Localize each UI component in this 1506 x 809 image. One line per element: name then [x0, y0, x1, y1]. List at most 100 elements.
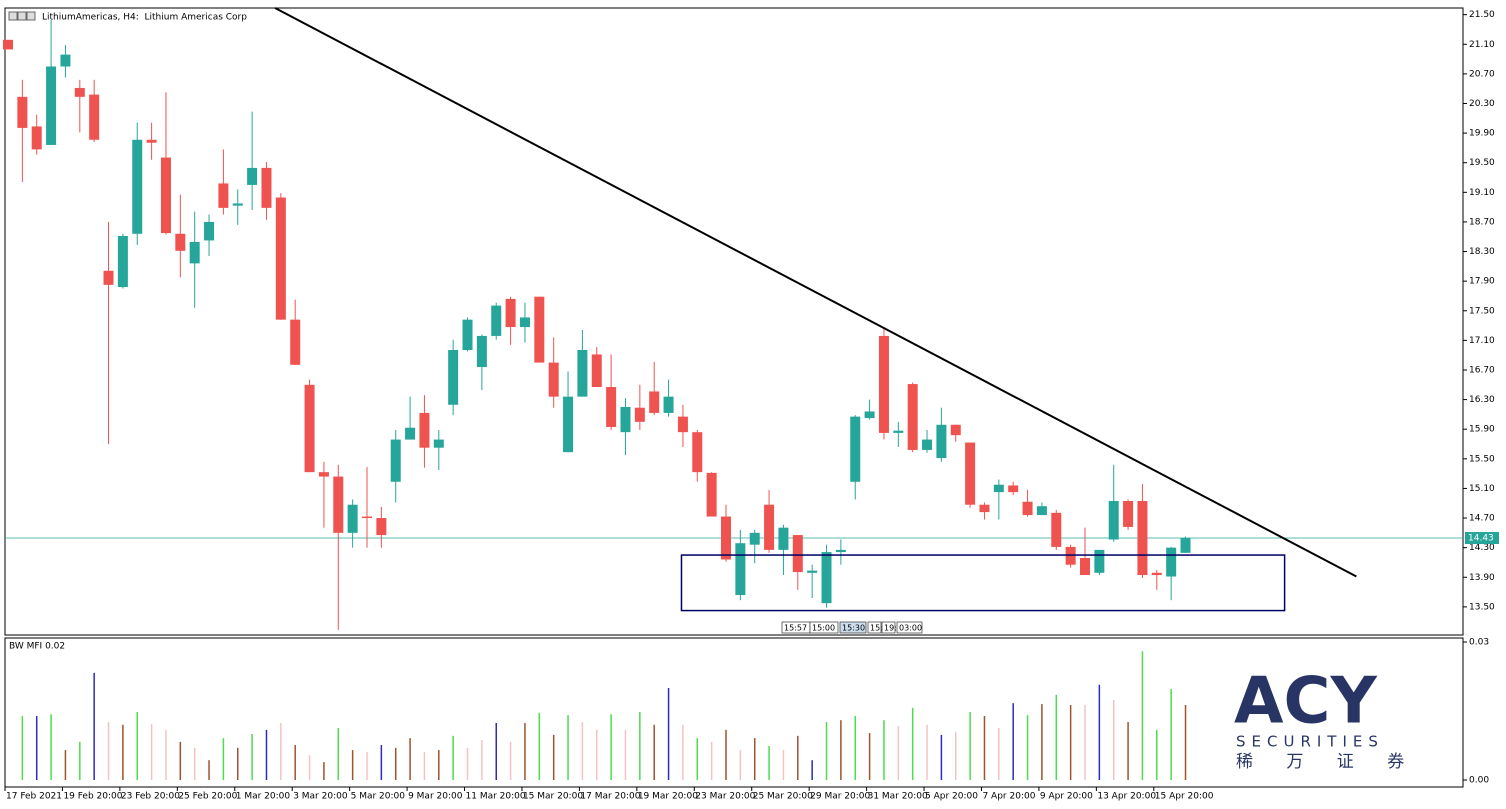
candle-body [649, 391, 660, 413]
time-tag-label: 03:00 [899, 624, 922, 633]
time-tag-label: 15: [870, 624, 883, 633]
candle-body [74, 87, 85, 97]
y-tick-label: 15.90 [1469, 425, 1495, 435]
candle-body [146, 139, 157, 143]
candle-body [347, 504, 358, 533]
chart-title: LithiumAmericas, H4: Lithium Americas Co… [42, 13, 247, 23]
candle-body [89, 94, 100, 140]
candle-body [922, 439, 933, 450]
x-tick-label: 1 Mar 20:00 [236, 792, 291, 802]
y-tick-label: 15.10 [1469, 484, 1495, 494]
candle-body [993, 484, 1004, 493]
candle-body [1123, 501, 1134, 527]
indicator-title: BW MFI 0.02 [9, 642, 65, 652]
candle-body [505, 298, 516, 328]
time-tag [867, 621, 882, 634]
candle-body [318, 472, 329, 477]
candle-body [936, 424, 947, 459]
candle-body [1108, 501, 1119, 540]
candle-body [218, 183, 229, 208]
last-price-label: 14.43 [1468, 534, 1494, 544]
y-tick-label: 14.30 [1469, 543, 1495, 553]
x-tick-label: 11 Mar 20:00 [466, 792, 526, 802]
time-tag [896, 621, 923, 634]
candle-body [792, 535, 803, 573]
candle-body [261, 167, 272, 208]
y-tick-label: 13.50 [1469, 602, 1495, 612]
chinese-name: 稀 万 证 券 [1236, 752, 1418, 772]
candle-body [17, 96, 28, 128]
candle-body [563, 396, 574, 453]
last-price-tag [1465, 532, 1499, 545]
candle-body [692, 432, 703, 473]
zone-rectangle [680, 554, 1286, 612]
candle-body [448, 350, 459, 405]
candle-body [778, 527, 789, 550]
candle-body [290, 319, 301, 365]
candle-body [634, 407, 645, 422]
candle-body [1151, 572, 1162, 576]
candle-body [965, 442, 976, 505]
candle-body [1036, 506, 1047, 516]
candle-body [462, 319, 473, 350]
x-tick-label: 31 Mar 20:00 [868, 792, 928, 802]
candle-body [3, 39, 13, 50]
candle-body [333, 476, 344, 533]
candle-body [591, 354, 602, 388]
candle-body [979, 504, 990, 513]
time-tag-label: 15:00 [812, 624, 835, 633]
candle-body [376, 518, 387, 536]
tagline: SECURITIES [1236, 733, 1384, 751]
candle-body [663, 396, 674, 413]
x-tick-label: 5 Apr 20:00 [925, 792, 978, 802]
candle-body [764, 504, 775, 550]
candle-body [1080, 558, 1090, 576]
x-tick-label: 15 Mar 20:00 [523, 792, 583, 802]
y-tick-label: 17.10 [1469, 336, 1495, 346]
candle-body [117, 236, 128, 288]
trendline [274, 7, 1357, 578]
time-tag [881, 621, 896, 634]
candle-body [878, 335, 889, 433]
candle-body [807, 570, 818, 573]
candle-body [419, 412, 430, 448]
y-tick-label: 0.03 [1469, 638, 1489, 648]
candle-body [721, 516, 731, 560]
candle-body [620, 407, 631, 433]
y-tick-label: 18.30 [1469, 247, 1495, 257]
candle-body [189, 241, 200, 264]
x-tick-label: 17 Feb 2021 [6, 792, 62, 802]
candle-body [735, 543, 746, 596]
y-tick-label: 13.90 [1469, 573, 1495, 583]
candle-body [232, 203, 243, 206]
chart-icon [17, 11, 27, 21]
candle-body [1022, 501, 1033, 516]
candle-body [1180, 538, 1191, 553]
x-tick-label: 25 Mar 20:00 [753, 792, 813, 802]
candle-body [677, 416, 688, 433]
candle-body [749, 532, 760, 545]
candle-body [1166, 547, 1177, 577]
y-tick-label: 21.10 [1469, 40, 1495, 50]
time-tag-label: 15:30 [842, 624, 865, 633]
candle-body [175, 233, 186, 251]
y-tick-label: 16.30 [1469, 395, 1495, 405]
candle-body [1051, 512, 1062, 547]
x-tick-label: 23 Feb 20:00 [121, 792, 180, 802]
time-tag [809, 621, 839, 634]
candle-body [950, 424, 961, 436]
x-tick-label: 23 Mar 20:00 [695, 792, 755, 802]
chart-icon [26, 11, 36, 21]
candle-body [491, 305, 502, 336]
candle-body [548, 362, 559, 397]
x-tick-label: 3 Mar 20:00 [293, 792, 348, 802]
x-tick-label: 19 Feb 20:00 [63, 792, 122, 802]
candle-body [433, 439, 444, 448]
candle-body [835, 549, 846, 553]
x-tick-label: 17 Mar 20:00 [580, 792, 640, 802]
candle-body [362, 516, 372, 519]
x-tick-label: 7 Apr 20:00 [982, 792, 1035, 802]
candle-body [821, 552, 832, 604]
candle-body [534, 296, 545, 363]
candle-body [476, 335, 487, 368]
